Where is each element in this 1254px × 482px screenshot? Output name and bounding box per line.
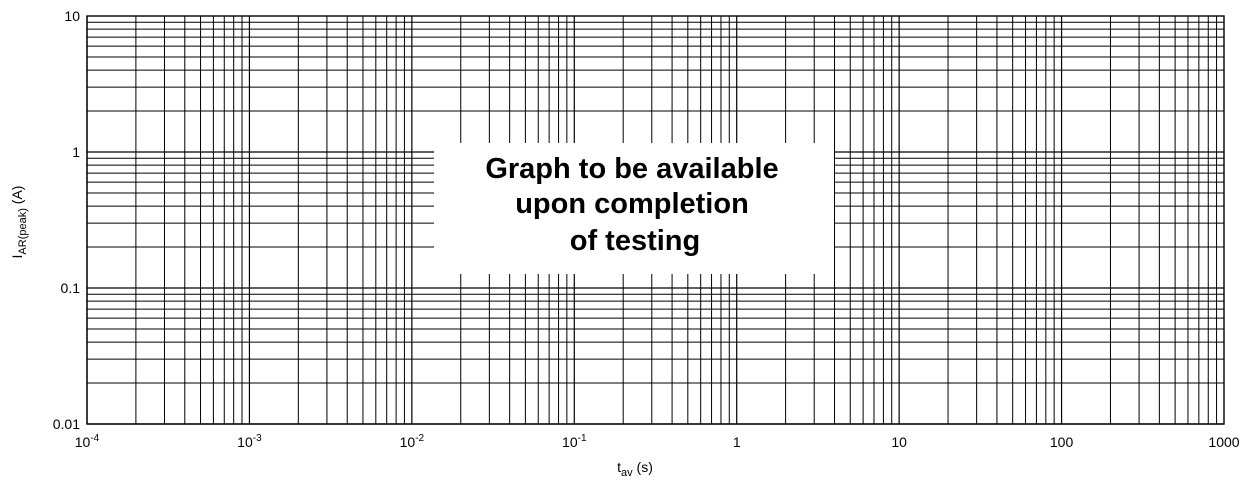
y-tick-label: 0.01: [53, 416, 80, 432]
y-axis-label-unit: (A): [9, 186, 25, 209]
y-tick-label: 10: [64, 8, 80, 24]
annotation-line: upon completion: [515, 188, 749, 220]
y-axis-label-main: I: [9, 255, 25, 259]
annotation-background: [434, 143, 834, 274]
x-axis-label-unit: (s): [633, 459, 653, 475]
x-axis-label-sub: av: [621, 467, 633, 479]
x-tick-label: 10-2: [400, 433, 425, 450]
x-tick-label: 100: [1050, 434, 1074, 450]
x-tick-label: 1000: [1208, 434, 1239, 450]
y-axis-label-sub: AR(peak): [17, 208, 29, 254]
y-tick-labels: 10 1 0.1 0.01: [53, 8, 80, 432]
x-tick-label: 10-4: [75, 433, 100, 450]
x-tick-label: 10: [891, 434, 907, 450]
x-axis-label-main: t: [617, 459, 621, 475]
x-tick-label: 10-3: [237, 433, 262, 450]
x-axis-label: tav (s): [617, 459, 653, 479]
annotation-line: Graph to be available: [485, 153, 778, 185]
y-tick-label: 0.1: [61, 280, 81, 296]
y-tick-label: 1: [72, 144, 80, 160]
x-tick-label: 10-1: [562, 433, 587, 450]
x-tick-label: 1: [733, 434, 741, 450]
minor-gridlines: [87, 16, 1224, 424]
y-axis-label: IAR(peak) (A): [9, 186, 29, 259]
plot-frame: [86, 15, 1225, 425]
x-tick-labels: 10-4 10-3 10-2 10-1 1 10 100 1000: [75, 433, 1240, 450]
annotation-line: of testing: [570, 225, 701, 257]
